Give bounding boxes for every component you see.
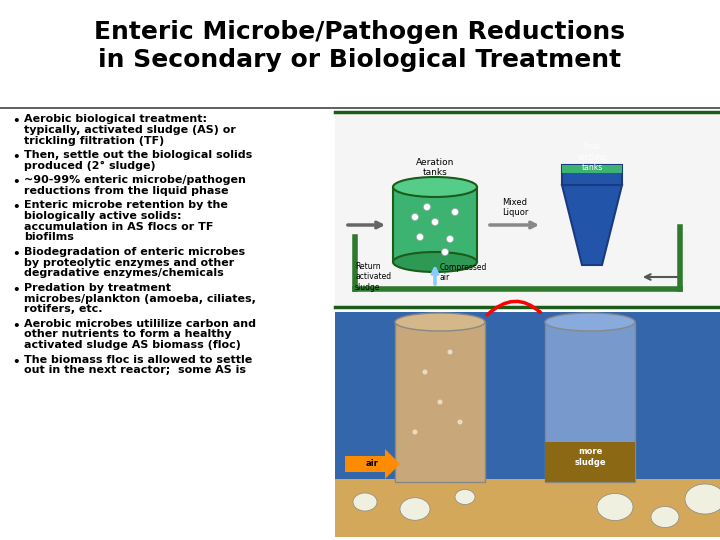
Text: The biomass floc is allowed to settle: The biomass floc is allowed to settle — [24, 354, 252, 364]
Ellipse shape — [393, 177, 477, 197]
Text: accumulation in AS flocs or TF: accumulation in AS flocs or TF — [24, 222, 213, 232]
Text: microbes/plankton (amoeba, ciliates,: microbes/plankton (amoeba, ciliates, — [24, 294, 256, 303]
FancyArrowPatch shape — [487, 301, 540, 315]
Polygon shape — [335, 479, 720, 537]
Bar — [562, 165, 622, 173]
Bar — [562, 165, 622, 185]
Text: biofilms: biofilms — [24, 233, 74, 242]
Text: Enteric Microbe/Pathogen Reductions: Enteric Microbe/Pathogen Reductions — [94, 20, 626, 44]
Ellipse shape — [431, 219, 438, 226]
Bar — [393, 187, 477, 262]
Bar — [545, 442, 635, 482]
Ellipse shape — [441, 248, 449, 255]
Text: more
sludge: more sludge — [574, 447, 606, 467]
Text: biologically active solids:: biologically active solids: — [24, 211, 181, 221]
Text: Return
activated
sludge: Return activated sludge — [355, 262, 391, 292]
Text: Compressed
air: Compressed air — [440, 262, 487, 282]
Ellipse shape — [416, 233, 423, 240]
Polygon shape — [562, 185, 622, 265]
Bar — [395, 322, 485, 482]
Text: ~90-99% enteric microbe/pathogen: ~90-99% enteric microbe/pathogen — [24, 175, 246, 185]
Text: degradative enzymes/chemicals: degradative enzymes/chemicals — [24, 268, 224, 279]
Text: out in the next reactor;  some AS is: out in the next reactor; some AS is — [24, 365, 246, 375]
Text: Aerobic microbes utililize carbon and: Aerobic microbes utililize carbon and — [24, 319, 256, 329]
Text: •: • — [12, 176, 20, 189]
Text: •: • — [12, 201, 20, 214]
Text: activated sludge AS biomass (floc): activated sludge AS biomass (floc) — [24, 340, 241, 350]
Text: Biodegradation of enteric microbes: Biodegradation of enteric microbes — [24, 247, 245, 257]
Text: typically, activated sludge (AS) or: typically, activated sludge (AS) or — [24, 125, 236, 135]
Text: produced (2° sludge): produced (2° sludge) — [24, 161, 156, 171]
Text: Aerobic biological treatment:: Aerobic biological treatment: — [24, 114, 207, 124]
Bar — [545, 322, 635, 482]
Text: •: • — [12, 151, 20, 164]
Ellipse shape — [446, 235, 454, 242]
Text: Then, settle out the biological solids: Then, settle out the biological solids — [24, 150, 252, 160]
Text: Predation by treatment: Predation by treatment — [24, 283, 171, 293]
Text: in Secondary or Biological Treatment: in Secondary or Biological Treatment — [99, 48, 621, 72]
Ellipse shape — [651, 507, 679, 528]
Text: Aeration
tanks: Aeration tanks — [416, 158, 454, 177]
Text: by proteolytic enzymes and other: by proteolytic enzymes and other — [24, 258, 234, 268]
Ellipse shape — [457, 420, 462, 424]
Ellipse shape — [353, 493, 377, 511]
Ellipse shape — [685, 484, 720, 514]
Text: •: • — [12, 248, 20, 261]
Text: •: • — [12, 115, 20, 128]
Ellipse shape — [545, 313, 635, 331]
Ellipse shape — [597, 494, 633, 521]
Bar — [335, 112, 720, 307]
Ellipse shape — [413, 429, 418, 435]
Ellipse shape — [448, 349, 452, 354]
Text: Enteric microbe retention by the: Enteric microbe retention by the — [24, 200, 228, 210]
Text: air: air — [366, 460, 379, 469]
Ellipse shape — [455, 489, 475, 504]
Text: other nutrients to form a healthy: other nutrients to form a healthy — [24, 329, 232, 340]
Ellipse shape — [451, 208, 459, 215]
Ellipse shape — [400, 498, 430, 520]
Text: Final
settling
tanks: Final settling tanks — [577, 142, 606, 172]
Text: trickling filtration (TF): trickling filtration (TF) — [24, 136, 164, 146]
Text: •: • — [12, 355, 20, 368]
Ellipse shape — [393, 252, 477, 272]
Ellipse shape — [395, 313, 485, 331]
Text: rotifers, etc.: rotifers, etc. — [24, 305, 102, 314]
Ellipse shape — [412, 213, 418, 220]
Ellipse shape — [438, 400, 443, 404]
Ellipse shape — [423, 369, 428, 375]
Text: reductions from the liquid phase: reductions from the liquid phase — [24, 186, 228, 196]
Text: •: • — [12, 284, 20, 296]
Ellipse shape — [423, 204, 431, 211]
Polygon shape — [345, 449, 400, 479]
Bar — [335, 312, 720, 537]
Text: •: • — [12, 320, 20, 333]
Text: Mixed
Liquor: Mixed Liquor — [502, 198, 528, 217]
